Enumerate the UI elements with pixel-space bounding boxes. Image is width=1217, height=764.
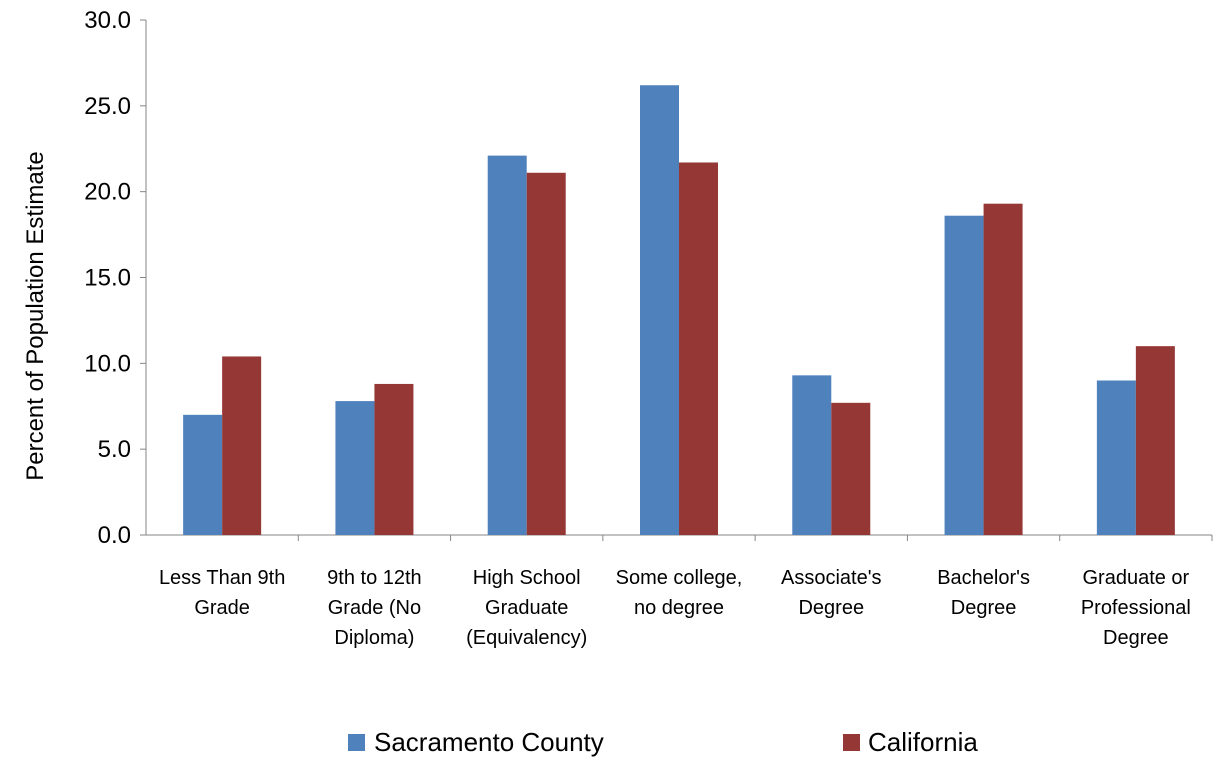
bar-sacramento-county	[183, 414, 223, 535]
category-labels: Less Than 9th Grade 9th to 12th Grade (No Di…	[159, 567, 1191, 649]
bar-california	[526, 172, 566, 536]
y-tick-label: 20.0	[84, 179, 131, 206]
y-tick-label: 25.0	[84, 93, 131, 120]
x-tick-label: Degree	[951, 597, 1017, 619]
bar-sacramento-county	[487, 155, 527, 535]
x-tick-label: Graduate or	[1082, 567, 1189, 589]
bar-california	[222, 356, 262, 535]
legend-swatch	[348, 734, 365, 751]
x-tick-label: Less Than 9th	[159, 567, 285, 589]
bar-california	[1135, 346, 1175, 535]
bar-california	[831, 402, 871, 535]
y-tick-label: 0.0	[98, 522, 131, 549]
x-tick-label: Associate's	[781, 567, 882, 589]
bar-california	[374, 383, 414, 535]
legend-swatch	[843, 734, 860, 751]
y-tick-label: 30.0	[84, 7, 131, 34]
x-tick-label: 9th to 12th	[327, 567, 422, 589]
axes: 0.0 5.0 10.0 15.0 20.0 25.0 30.0	[84, 7, 1213, 549]
x-tick-label: Grade (No	[328, 597, 421, 619]
bar-sacramento-county	[944, 215, 984, 535]
bar-california	[679, 162, 718, 535]
bar-sacramento-county	[640, 85, 679, 535]
x-tick-label: High School	[473, 567, 581, 589]
x-tick-label: Diploma)	[334, 627, 414, 649]
x-tick-label: Graduate	[485, 597, 568, 619]
x-tick-label: no degree	[634, 597, 724, 619]
y-axis-title: Percent of Population Estimate	[22, 151, 49, 481]
legend-label: Sacramento County	[374, 727, 604, 757]
bar-sacramento-county	[335, 401, 375, 535]
y-tick-label: 10.0	[84, 350, 131, 377]
x-tick-label: Degree	[798, 597, 864, 619]
legend: Sacramento County California	[348, 727, 978, 757]
y-tick-label: 15.0	[84, 265, 131, 292]
bar-sacramento-county	[792, 375, 832, 535]
x-tick-label: Degree	[1103, 627, 1169, 649]
legend-label: California	[868, 727, 978, 757]
bar-california	[983, 203, 1023, 535]
x-tick-label: Bachelor's	[937, 567, 1030, 589]
y-tick-label: 5.0	[98, 436, 131, 463]
x-tick-label: (Equivalency)	[466, 627, 587, 649]
bar-sacramento-county	[1096, 380, 1136, 535]
x-tick-label: Grade	[194, 597, 250, 619]
x-tick-label: Professional	[1081, 597, 1191, 619]
bars	[183, 85, 1175, 536]
x-tick-label: Some college,	[616, 567, 743, 589]
